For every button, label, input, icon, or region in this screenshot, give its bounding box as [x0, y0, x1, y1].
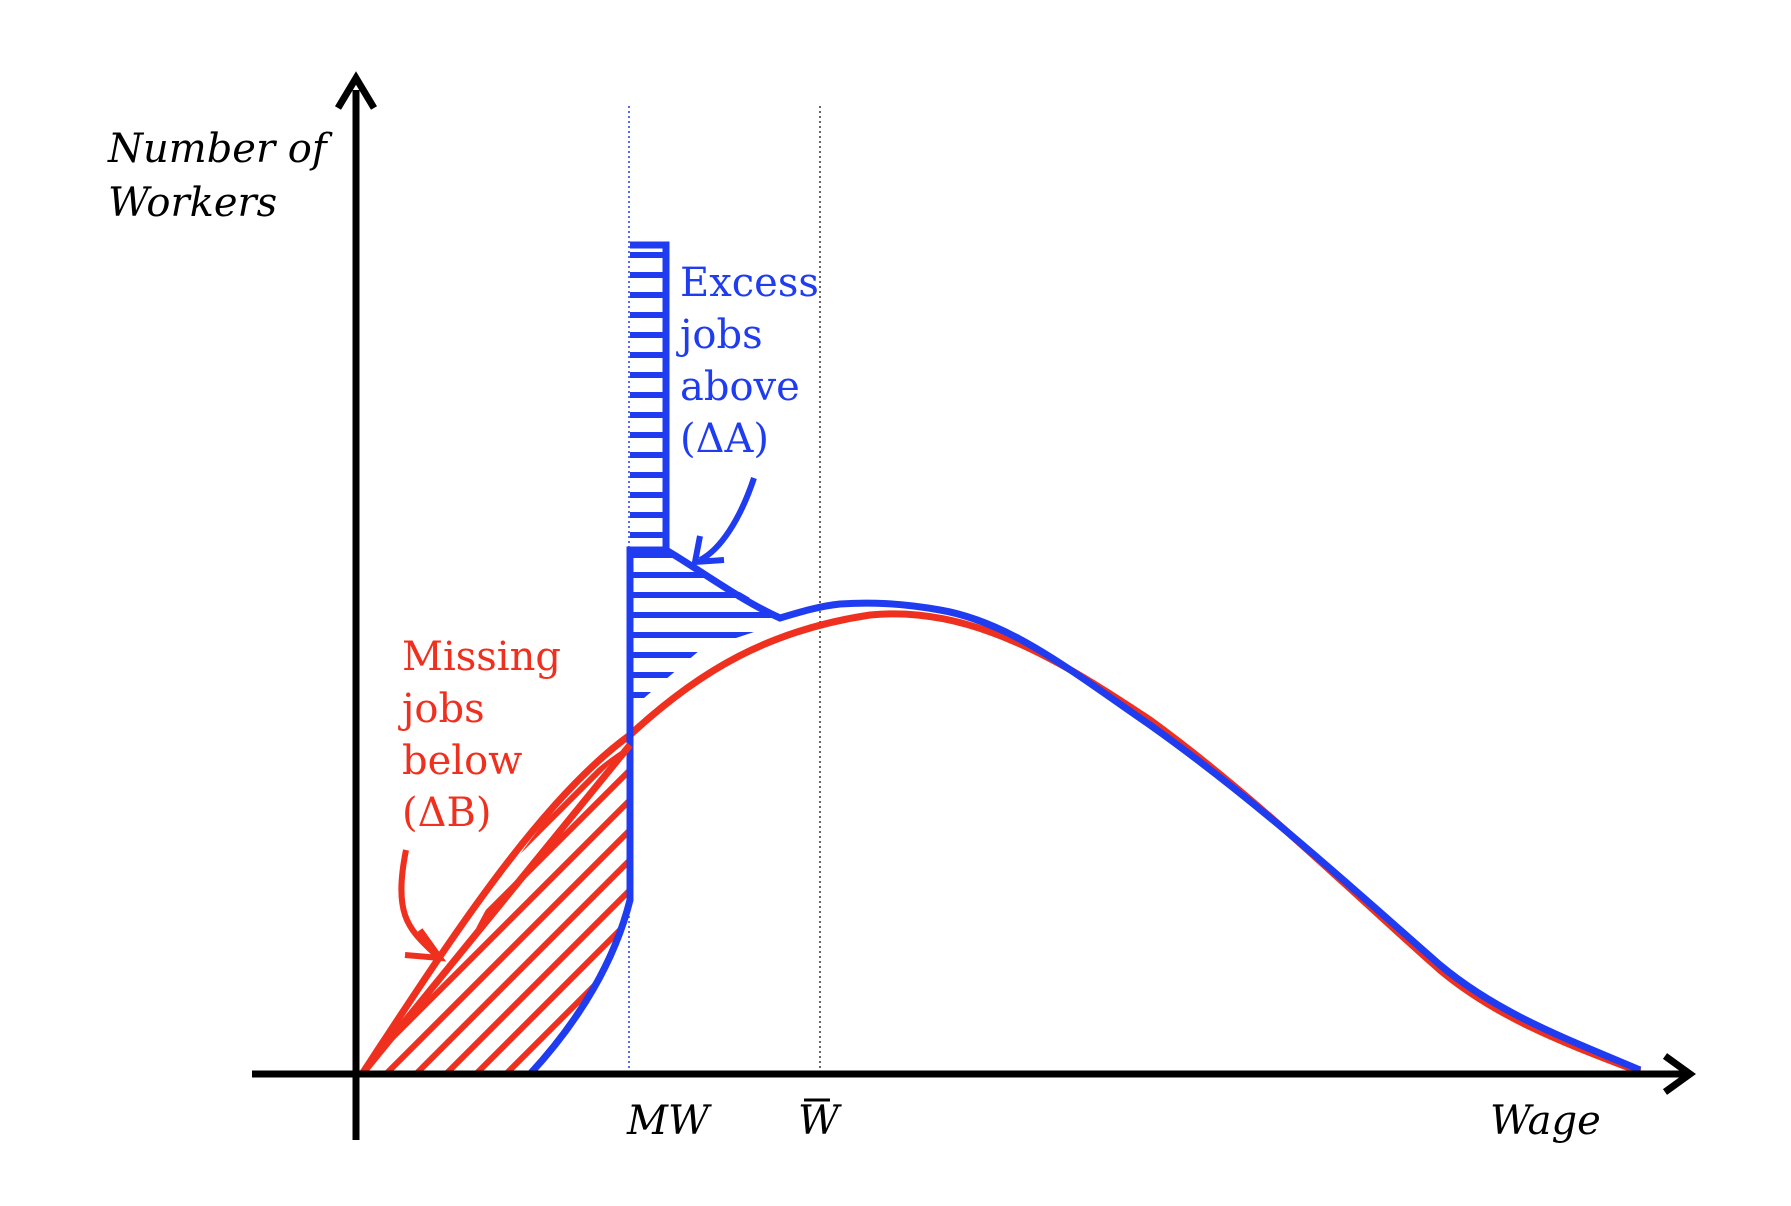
excess-line-3: above	[680, 364, 800, 410]
missing-jobs-label: Missing jobs below (ΔB)	[398, 634, 561, 836]
missing-line-1: Missing	[402, 634, 561, 680]
missing-line-4: (ΔB)	[402, 790, 492, 836]
x-axis-label: Wage	[1490, 1098, 1601, 1144]
excess-jobs-arrow	[691, 477, 757, 566]
excess-line-1: Excess	[680, 260, 819, 306]
before-wage-distribution-curve	[359, 610, 1642, 1076]
mw-tick-label: MW	[626, 1098, 712, 1144]
missing-jobs-hatch	[362, 747, 630, 1074]
missing-jobs-arrow	[398, 849, 447, 962]
missing-line-3: below	[402, 738, 522, 784]
after-wage-distribution-curve	[527, 546, 1642, 1077]
y-axis-arrowhead	[334, 71, 378, 110]
wbar-tick-label: W	[798, 1098, 842, 1144]
missing-jobs-chord	[359, 742, 633, 1077]
x-axis-arrowhead	[1662, 1053, 1696, 1095]
excess-jobs-label: Excess jobs above (ΔA)	[676, 260, 819, 462]
excess-line-4: (ΔA)	[680, 416, 769, 462]
y-axis-label-line-2: Workers	[108, 180, 277, 226]
missing-line-2: jobs	[398, 686, 485, 732]
excess-line-2: jobs	[676, 312, 763, 358]
y-axis-label-line-1: Number of	[107, 126, 333, 172]
excess-jobs-outline	[630, 241, 670, 550]
